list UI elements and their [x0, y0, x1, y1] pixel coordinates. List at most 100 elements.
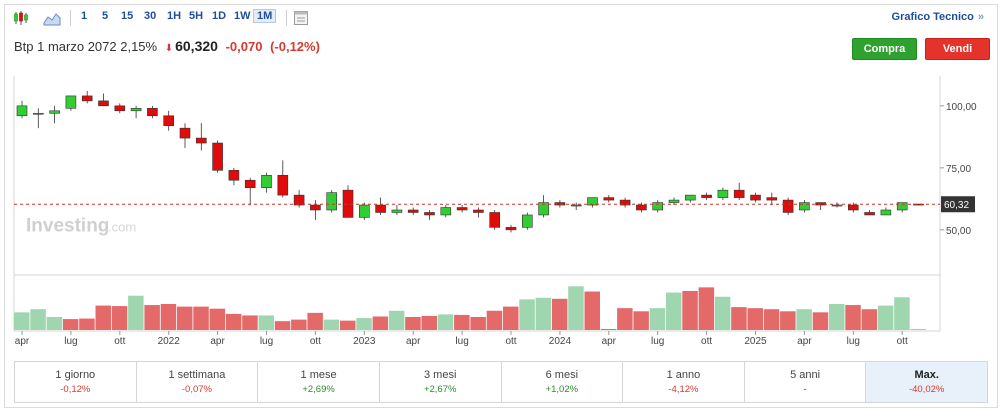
- volume-bar[interactable]: [747, 308, 764, 330]
- candle[interactable]: [212, 140, 223, 173]
- period-1w[interactable]: 1W: [234, 10, 251, 22]
- candle[interactable]: [733, 182, 745, 201]
- volume-bar[interactable]: [829, 304, 845, 330]
- volume-bar[interactable]: [600, 328, 617, 330]
- volume-bar[interactable]: [356, 318, 372, 330]
- volume-bar[interactable]: [177, 306, 193, 330]
- period-30[interactable]: 30: [144, 10, 157, 22]
- candle[interactable]: [375, 197, 386, 215]
- performance-6[interactable]: 5 anni -: [745, 362, 867, 402]
- candle[interactable]: [766, 192, 778, 206]
- volume-bar[interactable]: [535, 297, 552, 330]
- technical-chart-label[interactable]: Grafico Tecnico: [891, 11, 974, 23]
- volume-bar[interactable]: [225, 313, 242, 330]
- candle[interactable]: [799, 200, 810, 213]
- performance-1[interactable]: 1 settimana -0,07%: [137, 362, 259, 402]
- period-15[interactable]: 15: [121, 10, 134, 22]
- period-5[interactable]: 5: [102, 10, 109, 22]
- candle[interactable]: [750, 192, 761, 203]
- volume-bar[interactable]: [421, 315, 438, 330]
- volume-bar[interactable]: [14, 312, 30, 330]
- candle[interactable]: [130, 105, 142, 119]
- volume-bar[interactable]: [796, 309, 812, 330]
- sell-button[interactable]: Vendi: [925, 38, 990, 60]
- candle[interactable]: [570, 202, 582, 210]
- candlestick-icon[interactable]: [10, 8, 32, 28]
- volume-bar[interactable]: [698, 287, 715, 330]
- area-chart-icon[interactable]: [41, 8, 63, 28]
- volume-bar[interactable]: [95, 305, 112, 330]
- candle[interactable]: [684, 194, 696, 203]
- volume-bar[interactable]: [731, 307, 747, 330]
- volume-bar[interactable]: [193, 306, 209, 330]
- candle[interactable]: [831, 202, 843, 208]
- candle[interactable]: [521, 212, 533, 230]
- volume-bar[interactable]: [568, 286, 584, 330]
- candle[interactable]: [636, 202, 647, 213]
- performance-0[interactable]: 1 giorno -0,12%: [15, 362, 137, 402]
- price-chart[interactable]: 100,00 75,00 50,00 Investing.com 60,32 apr lug…: [0, 0, 1002, 360]
- volume-bar[interactable]: [877, 305, 894, 330]
- volume-bar[interactable]: [894, 297, 910, 330]
- volume-bar[interactable]: [780, 311, 796, 330]
- candle[interactable]: [32, 108, 44, 129]
- volume-bar[interactable]: [405, 317, 421, 330]
- candle[interactable]: [228, 167, 240, 186]
- candle[interactable]: [326, 190, 338, 213]
- volume-bar[interactable]: [30, 309, 46, 330]
- volume-bar[interactable]: [291, 319, 307, 330]
- candle[interactable]: [358, 202, 370, 220]
- volume-bar[interactable]: [633, 311, 649, 330]
- volume-bar[interactable]: [486, 310, 503, 330]
- volume-bar[interactable]: [861, 309, 878, 330]
- volume-bar[interactable]: [910, 328, 927, 330]
- volume-bar[interactable]: [128, 295, 144, 330]
- volume-bar[interactable]: [682, 291, 698, 330]
- volume-bar[interactable]: [144, 305, 160, 330]
- candle[interactable]: [652, 200, 664, 213]
- volume-bar[interactable]: [323, 319, 340, 330]
- candle[interactable]: [310, 200, 321, 220]
- period-1[interactable]: 1: [81, 10, 88, 22]
- candle[interactable]: [603, 195, 615, 203]
- volume-bar[interactable]: [470, 317, 486, 330]
- period-5h[interactable]: 5H: [189, 10, 204, 22]
- candle[interactable]: [293, 190, 305, 208]
- performance-5[interactable]: 1 anno -4,12%: [623, 362, 745, 402]
- performance-7[interactable]: Max. -40,02%: [866, 362, 987, 402]
- candle[interactable]: [619, 197, 631, 208]
- candle[interactable]: [456, 205, 468, 213]
- volume-bar[interactable]: [160, 304, 177, 330]
- candle[interactable]: [880, 207, 892, 216]
- candle[interactable]: [179, 123, 191, 148]
- volume-bar[interactable]: [714, 296, 731, 330]
- candle[interactable]: [342, 185, 354, 218]
- volume-bar[interactable]: [454, 314, 470, 330]
- candle[interactable]: [391, 205, 403, 215]
- performance-4[interactable]: 6 mesi +1,02%: [502, 362, 624, 402]
- volume-bar[interactable]: [209, 308, 226, 330]
- candle[interactable]: [98, 93, 109, 107]
- technical-chart-link[interactable]: Grafico Tecnico»: [892, 11, 984, 23]
- volume-bar[interactable]: [307, 312, 323, 330]
- volume-bar[interactable]: [666, 292, 682, 330]
- candle[interactable]: [244, 177, 256, 206]
- candle[interactable]: [114, 103, 126, 114]
- volume-bar[interactable]: [79, 318, 95, 330]
- volume-bar[interactable]: [763, 309, 780, 330]
- volume-bar[interactable]: [372, 316, 389, 330]
- period-1h[interactable]: 1H: [167, 10, 182, 22]
- candle[interactable]: [864, 210, 875, 216]
- candle[interactable]: [49, 105, 60, 124]
- volume-bar[interactable]: [46, 317, 63, 330]
- candle[interactable]: [587, 197, 598, 208]
- volume-bar[interactable]: [242, 315, 258, 330]
- candle[interactable]: [81, 90, 93, 104]
- candle[interactable]: [163, 110, 174, 131]
- candle[interactable]: [16, 100, 28, 119]
- candle[interactable]: [489, 210, 501, 230]
- candle[interactable]: [538, 195, 549, 218]
- volume-bar[interactable]: [503, 306, 519, 330]
- candle[interactable]: [277, 160, 289, 198]
- buy-button[interactable]: Compra: [852, 38, 917, 60]
